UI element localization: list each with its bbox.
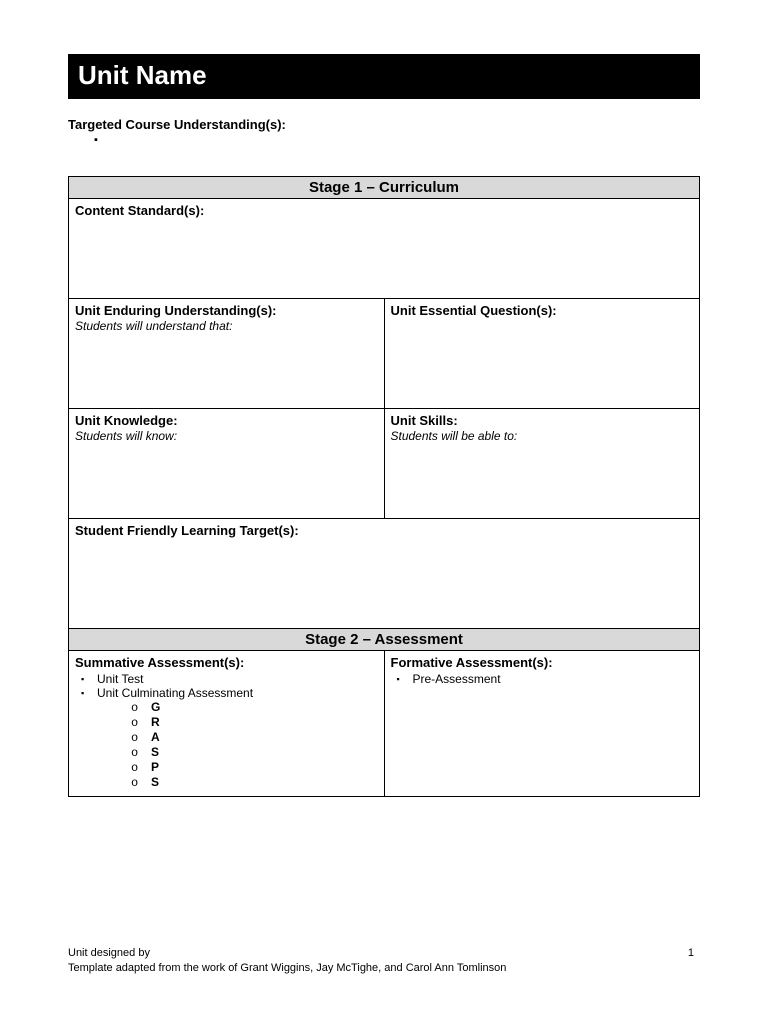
enduring-understanding-hint: Students will understand that:: [75, 319, 378, 333]
stage1-header: Stage 1 – Curriculum: [69, 177, 700, 199]
formative-assessment-label: Formative Assessment(s):: [391, 655, 694, 670]
unit-skills-hint: Students will be able to:: [391, 429, 694, 443]
list-item: Unit Test: [81, 672, 378, 686]
list-item: R: [131, 715, 378, 730]
formative-list: Pre-Assessment: [391, 672, 694, 686]
grasps-letter: R: [151, 715, 160, 729]
summative-assessment-label: Summative Assessment(s):: [75, 655, 378, 670]
stage2-header: Stage 2 – Assessment: [69, 629, 700, 651]
footer: 1 Unit designed by Template adapted from…: [68, 946, 700, 976]
targeted-understanding-bullet: ▪: [68, 134, 700, 146]
page: Unit Name Targeted Course Understanding(…: [0, 0, 768, 837]
formative-item-text: Pre-Assessment: [413, 672, 501, 686]
unit-skills-label: Unit Skills:: [391, 413, 694, 428]
footer-line2: Template adapted from the work of Grant …: [68, 961, 700, 976]
list-item: S: [131, 745, 378, 760]
summative-assessment-cell: Summative Assessment(s): Unit Test Unit …: [69, 651, 385, 797]
enduring-understanding-cell: Unit Enduring Understanding(s): Students…: [69, 299, 385, 409]
summative-item-text: Unit Test: [97, 672, 143, 686]
list-item: S: [131, 775, 378, 790]
unit-knowledge-hint: Students will know:: [75, 429, 378, 443]
list-item: A: [131, 730, 378, 745]
learning-targets-label: Student Friendly Learning Target(s):: [75, 523, 693, 538]
list-item: G: [131, 700, 378, 715]
learning-targets-cell: Student Friendly Learning Target(s):: [69, 519, 700, 629]
unit-knowledge-cell: Unit Knowledge: Students will know:: [69, 409, 385, 519]
curriculum-table: Stage 1 – Curriculum Content Standard(s)…: [68, 176, 700, 797]
summative-item-text: Unit Culminating Assessment: [97, 686, 253, 700]
grasps-letter: A: [151, 730, 160, 744]
grasps-letter: G: [151, 700, 160, 714]
content-standards-cell: Content Standard(s):: [69, 199, 700, 299]
grasps-letter: P: [151, 760, 159, 774]
unit-skills-cell: Unit Skills: Students will be able to:: [384, 409, 700, 519]
formative-assessment-cell: Formative Assessment(s): Pre-Assessment: [384, 651, 700, 797]
list-item: P: [131, 760, 378, 775]
footer-line1: Unit designed by: [68, 946, 700, 961]
unit-knowledge-label: Unit Knowledge:: [75, 413, 378, 428]
content-standards-label: Content Standard(s):: [75, 203, 693, 218]
unit-title-bar: Unit Name: [68, 54, 700, 99]
essential-question-label: Unit Essential Question(s):: [391, 303, 694, 318]
list-item: Unit Culminating Assessment: [81, 686, 378, 700]
page-number: 1: [688, 946, 694, 961]
targeted-understanding-label: Targeted Course Understanding(s):: [68, 117, 700, 132]
enduring-understanding-label: Unit Enduring Understanding(s):: [75, 303, 378, 318]
summative-list: Unit Test Unit Culminating Assessment: [75, 672, 378, 700]
grasps-list: G R A S P S: [75, 700, 378, 790]
essential-question-cell: Unit Essential Question(s):: [384, 299, 700, 409]
list-item: Pre-Assessment: [397, 672, 694, 686]
grasps-letter: S: [151, 775, 159, 789]
grasps-letter: S: [151, 745, 159, 759]
